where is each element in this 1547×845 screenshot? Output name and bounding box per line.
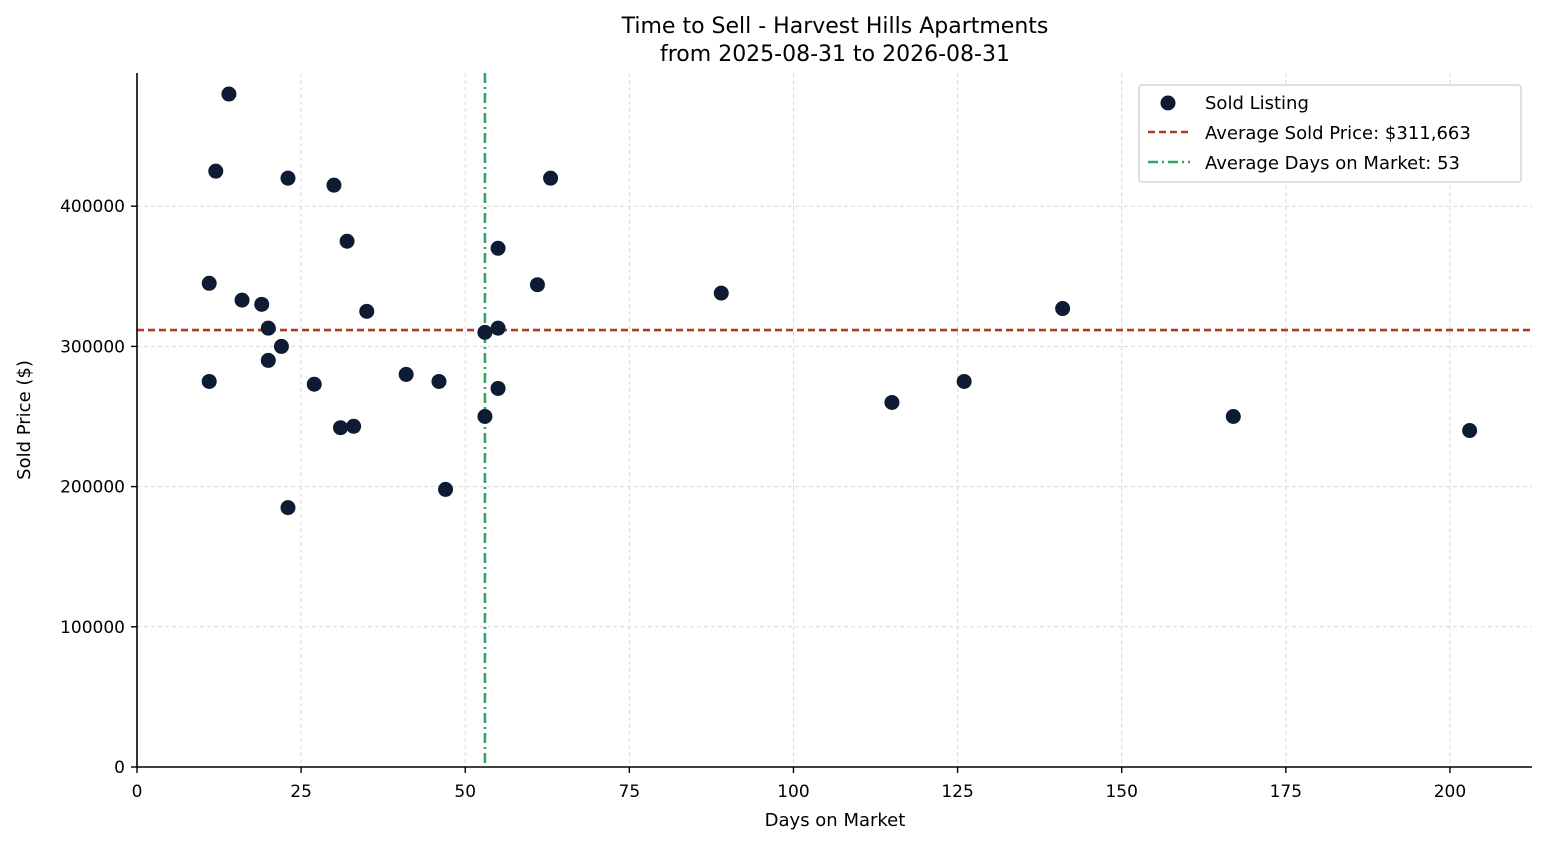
data-point (273, 338, 289, 354)
legend-marker-sold-listing (1160, 95, 1176, 111)
data-point (280, 500, 296, 516)
data-point (477, 408, 493, 424)
data-point (713, 285, 729, 301)
data-point (398, 366, 414, 382)
x-tick-label: 0 (132, 782, 143, 802)
data-point (1055, 301, 1071, 317)
data-point (221, 86, 237, 102)
y-tick-label: 0 (114, 758, 125, 778)
axis-ticks: 0 25 50 75 100 125 150 175 200 0 100000 200000 30000… (60, 197, 1466, 802)
x-tick-label: 50 (454, 782, 476, 802)
data-point (431, 373, 447, 389)
data-point (208, 163, 224, 179)
data-point (1225, 408, 1241, 424)
chart-subtitle: from 2025-08-31 to 2026-08-31 (660, 42, 1010, 67)
data-point (543, 170, 559, 186)
legend-label-sold-listing: Sold Listing (1205, 93, 1309, 114)
data-point (884, 394, 900, 410)
x-tick-label: 200 (1434, 782, 1466, 802)
x-tick-label: 175 (1270, 782, 1302, 802)
data-point (254, 296, 270, 312)
data-point (490, 240, 506, 256)
x-tick-label: 100 (777, 782, 809, 802)
data-point (201, 275, 217, 291)
data-point (260, 352, 276, 368)
data-point (1462, 423, 1478, 439)
x-tick-label: 150 (1105, 782, 1137, 802)
x-tick-label: 125 (941, 782, 973, 802)
legend-box (1138, 84, 1522, 183)
data-point (234, 292, 250, 308)
data-point (359, 303, 375, 319)
x-tick-label: 75 (619, 782, 641, 802)
x-tick-label: 25 (290, 782, 312, 802)
data-point (201, 373, 217, 389)
legend-label-average-days: Average Days on Market: 53 (1205, 153, 1460, 174)
x-axis-label: Days on Market (765, 810, 906, 831)
grid-lines (137, 73, 1532, 767)
data-point (280, 170, 296, 186)
data-point (346, 418, 362, 434)
y-tick-label: 300000 (60, 337, 125, 357)
data-point (339, 233, 355, 249)
y-tick-label: 200000 (60, 478, 125, 498)
data-point (306, 376, 322, 392)
y-tick-label: 400000 (60, 197, 125, 217)
data-point (477, 324, 493, 340)
data-point (490, 380, 506, 396)
data-point (260, 320, 276, 336)
data-point (956, 373, 972, 389)
data-point (333, 420, 349, 436)
y-axis-label: Sold Price ($) (14, 360, 35, 480)
chart-title: Time to Sell - Harvest Hills Apartments (621, 14, 1049, 39)
scatter-points (201, 86, 1478, 516)
legend: Sold Listing Average Sold Price: $311,66… (1138, 84, 1522, 183)
legend-label-average-price: Average Sold Price: $311,663 (1205, 123, 1471, 144)
y-tick-label: 100000 (60, 618, 125, 638)
data-point (326, 177, 342, 193)
data-point (490, 320, 506, 336)
data-point (529, 277, 545, 293)
data-point (438, 481, 454, 497)
